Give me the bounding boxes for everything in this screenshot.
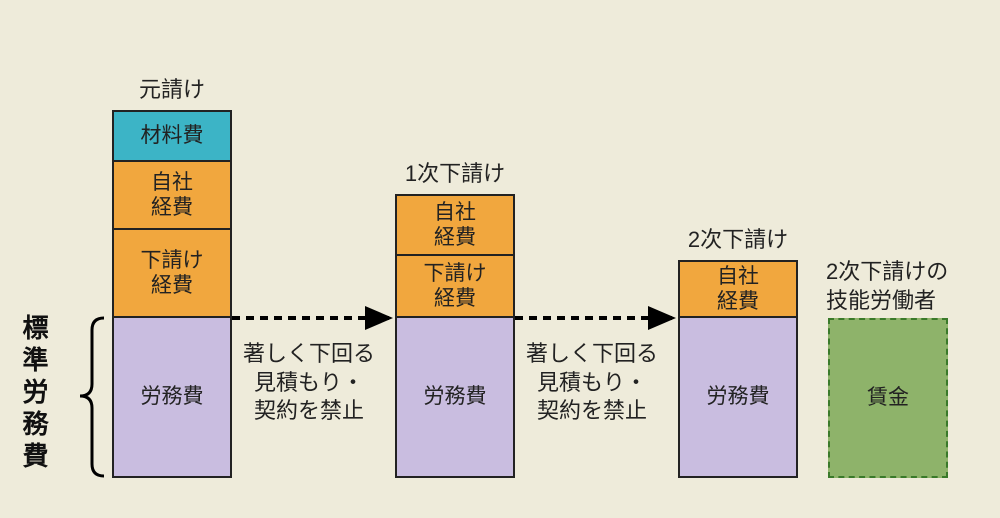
vertical-label-standard-labor: 標準労務費 — [16, 314, 53, 474]
stack-first-sub: 1次下請け 自社 経費下請け 経費労務費 — [395, 156, 515, 478]
brace-standard-labor — [70, 316, 110, 484]
stack1-block-1: 自社 経費 — [112, 162, 232, 230]
stack1-block-3: 労務費 — [112, 318, 232, 478]
stack1-block-0: 材料費 — [112, 110, 232, 162]
stack-second-sub: 2次下請け 自社 経費労務費 — [678, 222, 798, 478]
wage-block: 賃金 — [828, 318, 948, 478]
stack2-block-2: 労務費 — [395, 318, 515, 478]
stack1-title: 元請け — [112, 72, 232, 104]
stack3-title: 2次下請け — [678, 222, 798, 254]
stack-wage: 賃金 — [828, 318, 948, 478]
stack2-title: 1次下請け — [395, 156, 515, 188]
annotation-1: 著しく下回る 見積もり・ 契約を禁止 — [243, 340, 375, 426]
annotation-2: 著しく下回る 見積もり・ 契約を禁止 — [526, 340, 658, 426]
stack3-block-0: 自社 経費 — [678, 260, 798, 318]
stack2-block-0: 自社 経費 — [395, 194, 515, 256]
stack-main-contractor: 元請け 材料費自社 経費下請け 経費労務費 — [112, 72, 232, 478]
stack2-block-1: 下請け 経費 — [395, 256, 515, 318]
stack1-block-2: 下請け 経費 — [112, 230, 232, 318]
stack3-block-1: 労務費 — [678, 318, 798, 478]
wage-side-label: 2次下請けの 技能労働者 — [826, 258, 948, 315]
